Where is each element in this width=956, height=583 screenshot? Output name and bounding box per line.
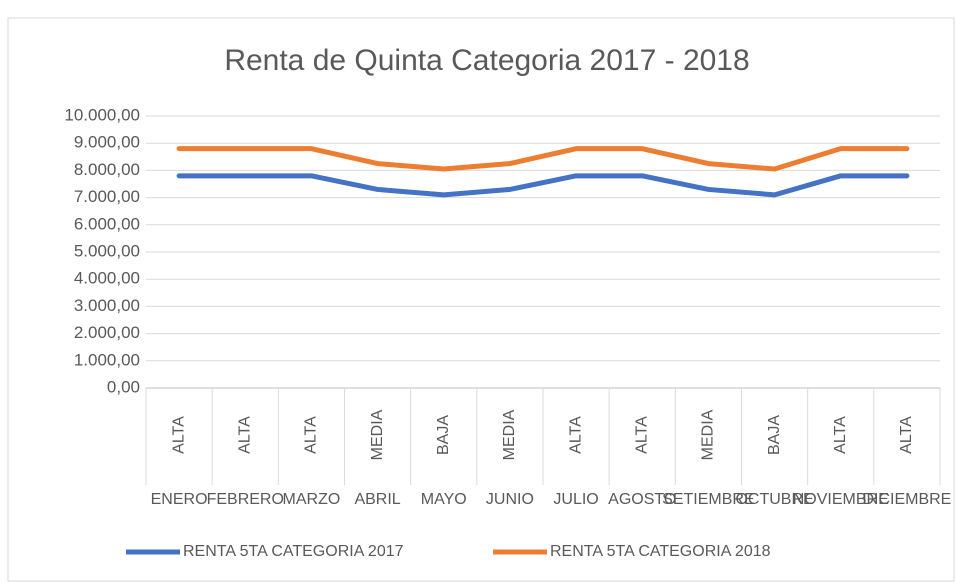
x-tick-label: JULIO (553, 491, 598, 508)
y-tick-label: 9.000,00 (74, 133, 140, 152)
series-line (176, 146, 910, 172)
x-tick-label-inner: ALTA (236, 416, 253, 454)
x-tick-label-inner: BAJA (766, 415, 783, 455)
y-tick-label: 0,00 (107, 377, 140, 396)
y-tick-label: 3.000,00 (74, 296, 140, 315)
x-tick-label-inner: ALTA (170, 416, 187, 454)
x-tick-label-inner: ALTA (832, 416, 849, 454)
chart-title: Renta de Quinta Categoria 2017 - 2018 (224, 44, 749, 77)
x-tick-label: DICIEMBRE (862, 491, 951, 508)
x-tick-label: ABRIL (354, 491, 400, 508)
legend-label: RENTA 5TA CATEGORIA 2017 (183, 543, 404, 560)
x-tick-label: FEBRERO (207, 491, 284, 508)
x-tick-label-inner: ALTA (898, 416, 915, 454)
x-tick-label: ENERO (151, 491, 208, 508)
chart-border (7, 17, 955, 582)
x-tick-label: SETIEMBRE (662, 491, 754, 508)
y-tick-label: 10.000,00 (64, 105, 140, 124)
y-tick-label: 6.000,00 (74, 214, 140, 233)
x-tick-label: OCTUBRE (735, 491, 813, 508)
series-line (176, 173, 910, 198)
y-tick-label: 4.000,00 (74, 269, 140, 288)
x-tick-label: MAYO (421, 491, 467, 508)
legend-label: RENTA 5TA CATEGORIA 2018 (550, 543, 771, 560)
y-tick-label: 1.000,00 (74, 350, 140, 369)
x-tick-label: AGOSTO (608, 491, 676, 508)
x-tick-label-inner: ALTA (303, 416, 320, 454)
x-tick-label-inner: MEDIA (700, 409, 717, 460)
x-tick-label-inner: ALTA (567, 416, 584, 454)
y-tick-label: 8.000,00 (74, 160, 140, 179)
x-tick-label-inner: ALTA (633, 416, 650, 454)
x-tick-label: MARZO (283, 491, 341, 508)
x-tick-label: NOVIEMBRE (793, 491, 889, 508)
x-tick-label-inner: BAJA (435, 415, 452, 455)
y-tick-label: 2.000,00 (74, 323, 140, 342)
y-tick-label: 5.000,00 (74, 241, 140, 260)
x-tick-label-inner: MEDIA (369, 409, 386, 460)
x-tick-label-inner: MEDIA (501, 409, 518, 460)
y-tick-label: 7.000,00 (74, 187, 140, 206)
x-tick-label: JUNIO (486, 491, 534, 508)
